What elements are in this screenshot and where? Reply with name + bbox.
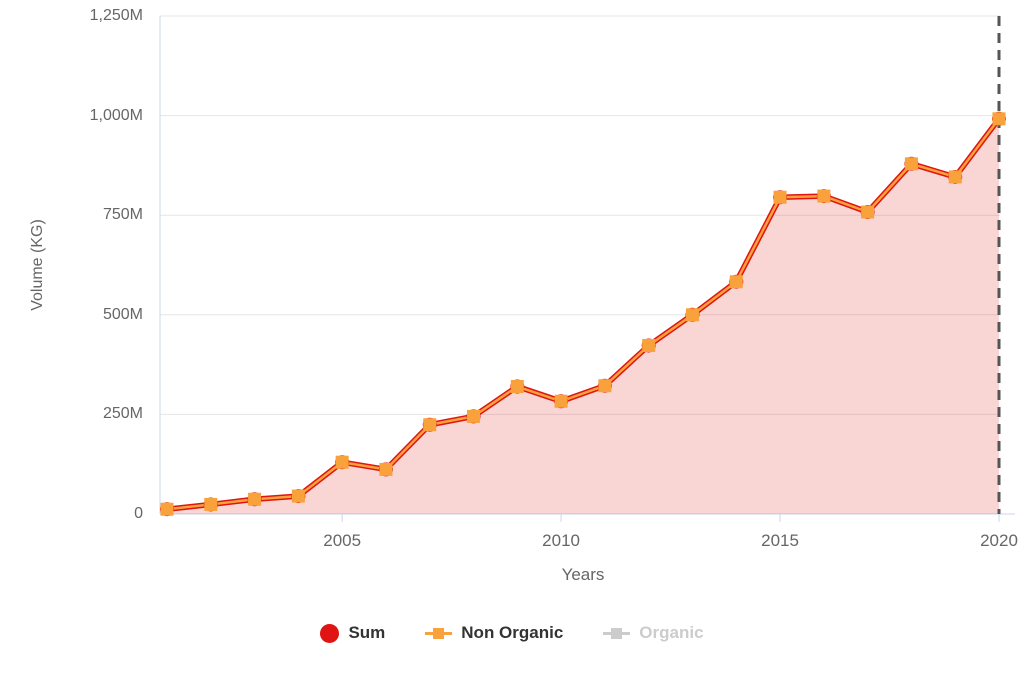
y-tick-label-1,250M: 1,250M <box>89 7 143 24</box>
legend-item-organic[interactable]: Organic <box>603 623 704 643</box>
legend: Sum Non Organic Organic <box>0 623 1024 643</box>
x-tick-label-2015: 2015 <box>761 531 799 550</box>
x-axis-title: Years <box>561 565 605 584</box>
sum-area-fill <box>167 118 999 514</box>
y-tick-label-0: 0 <box>134 505 143 522</box>
legend-label-organic: Organic <box>639 623 704 642</box>
non-organic-point-2007[interactable] <box>423 418 437 432</box>
non-organic-point-2001[interactable] <box>160 502 174 516</box>
non-organic-series-marker-icon <box>425 627 453 640</box>
non-organic-line <box>165 117 1001 511</box>
non-organic-point-2008[interactable] <box>467 409 481 423</box>
non-organic-point-2018[interactable] <box>904 157 918 171</box>
y-tick-label-750M: 750M <box>102 206 143 224</box>
legend-label-sum: Sum <box>348 623 386 642</box>
y-tick-label-1,000M: 1,000M <box>89 106 143 124</box>
non-organic-point-2005[interactable] <box>335 455 349 469</box>
non-organic-point-2011[interactable] <box>598 379 612 393</box>
y-tick-label-500M: 500M <box>102 305 143 323</box>
x-tick-label-2005: 2005 <box>323 531 362 550</box>
non-organic-point-2009[interactable] <box>510 380 524 394</box>
legend-item-non-organic[interactable]: Non Organic <box>425 623 563 643</box>
x-tick-label-2010: 2010 <box>542 531 580 550</box>
non-organic-point-2002[interactable] <box>204 497 218 511</box>
sum-series-marker-icon <box>320 623 340 643</box>
non-organic-point-2006[interactable] <box>379 462 393 476</box>
non-organic-point-2013[interactable] <box>685 308 699 322</box>
non-organic-point-2004[interactable] <box>291 489 305 503</box>
legend-label-non-organic: Non Organic <box>461 623 564 642</box>
organic-series-marker-icon <box>603 627 631 640</box>
x-tick-label-2020: 2020 <box>980 531 1018 550</box>
legend-item-sum[interactable]: Sum <box>320 623 385 643</box>
non-organic-point-2016[interactable] <box>817 189 831 203</box>
y-axis-title: Volume (KG) <box>29 219 46 311</box>
non-organic-point-2010[interactable] <box>554 394 568 408</box>
non-organic-point-2020[interactable] <box>992 112 1006 126</box>
non-organic-point-2014[interactable] <box>729 275 743 289</box>
non-organic-point-2003[interactable] <box>248 492 262 506</box>
y-tick-label-250M: 250M <box>102 405 143 423</box>
non-organic-point-2012[interactable] <box>642 338 656 352</box>
non-organic-point-2015[interactable] <box>773 190 787 204</box>
non-organic-point-2017[interactable] <box>861 205 875 219</box>
non-organic-point-2019[interactable] <box>948 170 962 184</box>
